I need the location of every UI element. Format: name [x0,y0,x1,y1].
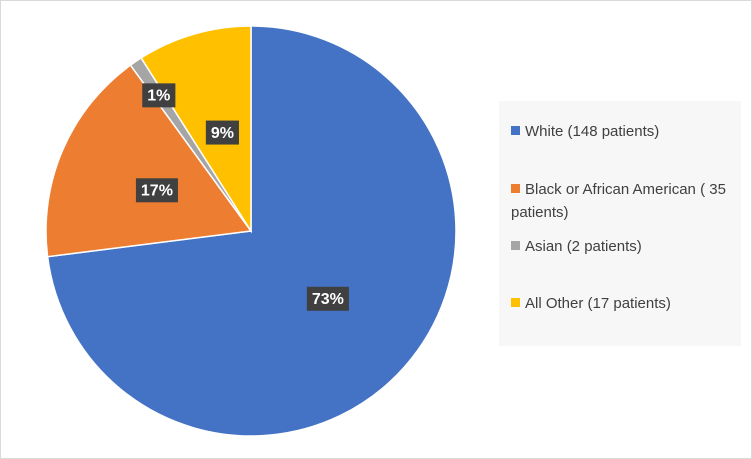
legend-swatch [511,184,520,193]
data-label: 9% [205,120,239,145]
legend-item: Black or African American ( 35 patients) [511,178,726,224]
legend-item: All Other (17 patients) [511,292,726,315]
legend-text: White (148 patients) [525,123,660,140]
legend-item: White (148 patients) [511,120,726,143]
legend-item: Asian (2 patients) [511,235,726,258]
legend-swatch [511,298,520,307]
data-label-box [306,286,349,311]
legend-swatch [511,241,520,250]
legend-text: All Other (17 patients) [525,295,671,312]
data-label-box [135,178,178,203]
data-label-text: 73% [312,291,344,308]
legend-text: Black or African American ( 35 patients) [511,181,726,221]
legend: White (148 patients) Black or African Ame… [499,101,741,346]
data-label-text: 1% [147,88,170,105]
data-label-box [205,120,239,145]
data-label: 73% [306,286,349,311]
data-label: 17% [135,178,178,203]
legend-text: Asian (2 patients) [525,238,642,255]
data-label-text: 17% [141,183,173,200]
pie-slice [140,25,252,234]
data-label: 1% [142,83,176,108]
data-label-text: 9% [211,125,234,142]
data-label-box [142,83,176,108]
legend-swatch [511,126,520,135]
pie-slice [45,64,253,258]
